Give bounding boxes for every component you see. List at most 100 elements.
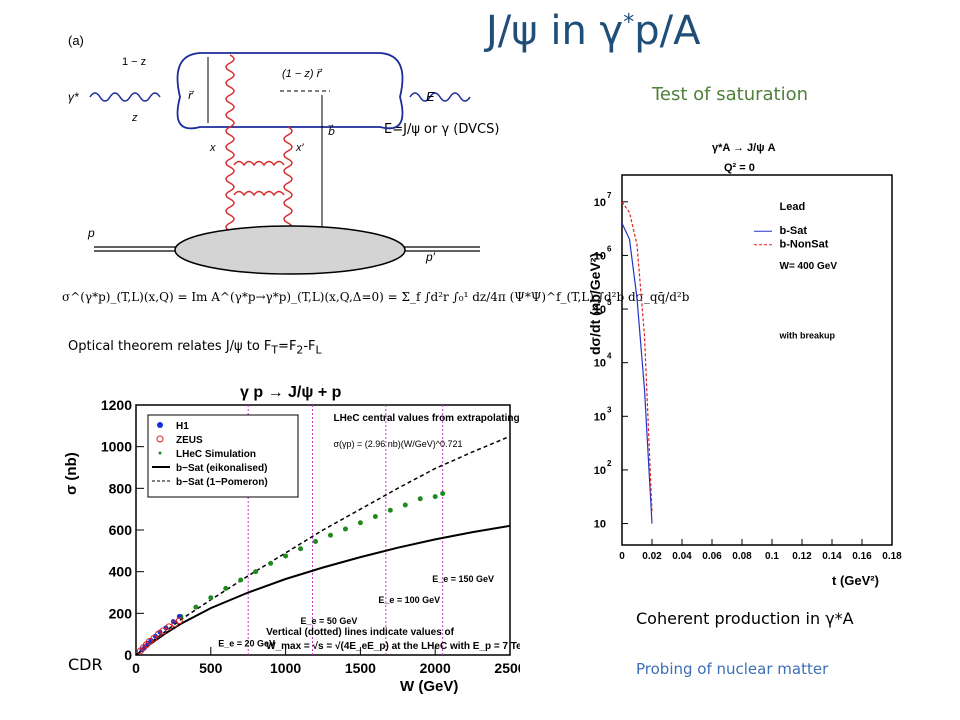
b-label: b⃗ — [328, 124, 335, 138]
y-tick-label: 1200 — [101, 397, 132, 413]
plot-frame — [621, 174, 893, 546]
data-point — [268, 560, 274, 566]
annotation-formula: σ(γp) = (2.96 nb)(W/GeV)^0.721 — [333, 439, 462, 449]
series-line — [135, 524, 511, 656]
data-point — [238, 577, 244, 583]
x-tick-label: 0.14 — [822, 551, 842, 562]
one-minus-z-r-label: (1 − z) r⃗ — [282, 68, 323, 80]
chart-title: γ p → J/ψ + p — [240, 384, 342, 401]
ee-label: E_e = 50 GeV — [301, 616, 358, 626]
outgoing-line — [409, 92, 471, 102]
y-tick-label: 10 — [594, 304, 606, 316]
x-label: x — [209, 142, 216, 154]
breakup-label: with breakup — [779, 331, 836, 341]
y-tick-exponent: 6 — [607, 244, 612, 253]
y-tick-label: 10 — [594, 411, 606, 423]
y-tick-exponent: 4 — [607, 352, 612, 361]
y-axis-label: σ (nb) — [63, 452, 80, 495]
one-minus-z-label: 1 − z — [122, 56, 146, 68]
p-label: p — [87, 226, 95, 240]
data-point — [313, 538, 319, 544]
y-tick-label: 0 — [124, 647, 132, 663]
x-tick-label: 0.06 — [702, 551, 722, 562]
y-tick-exponent: 5 — [607, 298, 612, 307]
ee-label: E_e = 150 GeV — [432, 574, 494, 584]
dipole-formula: σ^(γ*p)_(T,L)(x,Q) = Im A^(γ*p→γ*p)_(T,L… — [62, 290, 690, 304]
data-point — [327, 532, 333, 538]
legend-header: Lead — [780, 201, 806, 213]
gluon-left — [225, 54, 235, 256]
data-point — [150, 634, 158, 642]
sigma-vs-w-chart: γ p → J/ψ + p σ (nb) W (GeV) 0 500 1000 150… — [63, 384, 520, 695]
w-label: W= 400 GeV — [780, 261, 838, 272]
x-tick-label: 2000 — [420, 660, 451, 676]
data-point — [208, 595, 214, 601]
proton-blob — [174, 225, 406, 275]
legend-entry: b−Sat (eikonalised) — [176, 463, 267, 474]
x-prime-label: x′ — [295, 142, 305, 154]
data-point — [223, 585, 229, 591]
data-point — [193, 604, 199, 610]
legend-entry: b−Sat (1−Pomeron) — [176, 477, 268, 488]
legend-box — [147, 414, 299, 498]
y-tick-exponent: 3 — [607, 405, 612, 414]
panel-label: (a) — [68, 33, 84, 48]
legend-entry: H1 — [176, 421, 189, 432]
optical-theorem-note: Optical theorem relates J/ψ to FT=F2-FL — [68, 339, 322, 357]
data-point — [432, 494, 438, 500]
chart-title: γ*A → J/ψ A — [712, 142, 776, 154]
x-tick-label: 0 — [132, 660, 140, 676]
legend-entry: LHeC Simulation — [176, 449, 256, 460]
x-tick-label: 0 — [619, 551, 625, 562]
y-tick-label: 10 — [594, 250, 606, 262]
x-tick-label: 500 — [199, 660, 223, 676]
data-point — [402, 502, 408, 508]
test-of-saturation-label: Test of saturation — [652, 84, 809, 105]
z-label: z — [131, 112, 138, 124]
data-point — [342, 526, 348, 532]
x-tick-label: 0.08 — [732, 551, 752, 562]
x-tick-label: 0.04 — [672, 551, 692, 562]
y-tick-label: 10 — [594, 197, 606, 209]
e-label: E — [426, 89, 435, 104]
data-point — [417, 496, 423, 502]
y-tick-label: 800 — [109, 480, 133, 496]
dipole-diagram: (a) γ* E 1 − z z r⃗ (1 − z) r⃗ b⃗ x x′ p… — [68, 33, 480, 275]
r-label: r⃗ — [188, 90, 194, 102]
data-point — [159, 627, 167, 635]
photon-line — [89, 92, 161, 102]
x-tick-label: 0.16 — [852, 551, 872, 562]
series-line — [621, 223, 653, 524]
annotation-header: LHeC central values from extrapolating H… — [333, 413, 520, 424]
data-point — [372, 513, 378, 519]
y-tick-exponent: 2 — [607, 459, 612, 468]
data-point — [387, 507, 393, 513]
x-axis-label: W (GeV) — [400, 678, 458, 695]
legend-marker-lhec — [158, 451, 162, 455]
legend-marker-h1 — [157, 422, 163, 428]
x-tick-label: 0.02 — [642, 551, 662, 562]
x-tick-label: 0.1 — [765, 551, 779, 562]
x-tick-label: 1000 — [270, 660, 301, 676]
y-tick-label: 1000 — [101, 439, 132, 455]
e-definition-label: E=J/ψ or γ (DVCS) — [384, 122, 500, 137]
gamma-star-label: γ* — [68, 90, 79, 104]
chart-subtitle: Q² = 0 — [724, 162, 755, 174]
quark-dipole — [176, 52, 404, 130]
y-tick-label: 400 — [109, 564, 133, 580]
vertical-note-2: W_max = √s = √(4E_eE_p) at the LHeC with… — [266, 641, 520, 652]
x-tick-label: 0.12 — [792, 551, 812, 562]
coherent-production-label: Coherent production in γ*A — [636, 609, 854, 628]
probing-label: Probing of nuclear matter — [636, 660, 829, 678]
y-tick-label: 10 — [594, 465, 606, 477]
data-point — [357, 520, 363, 526]
vertical-note-1: Vertical (dotted) lines indicate values … — [266, 627, 454, 638]
data-point — [175, 617, 183, 625]
series-line — [621, 201, 653, 513]
cdr-label: CDR — [68, 655, 103, 674]
legend-marker-zeus — [156, 435, 164, 443]
y-tick-label: 200 — [109, 605, 133, 621]
y-axis-label: dσ/dt (nb/GeV²) — [587, 253, 603, 355]
x-tick-label: 1500 — [345, 660, 376, 676]
